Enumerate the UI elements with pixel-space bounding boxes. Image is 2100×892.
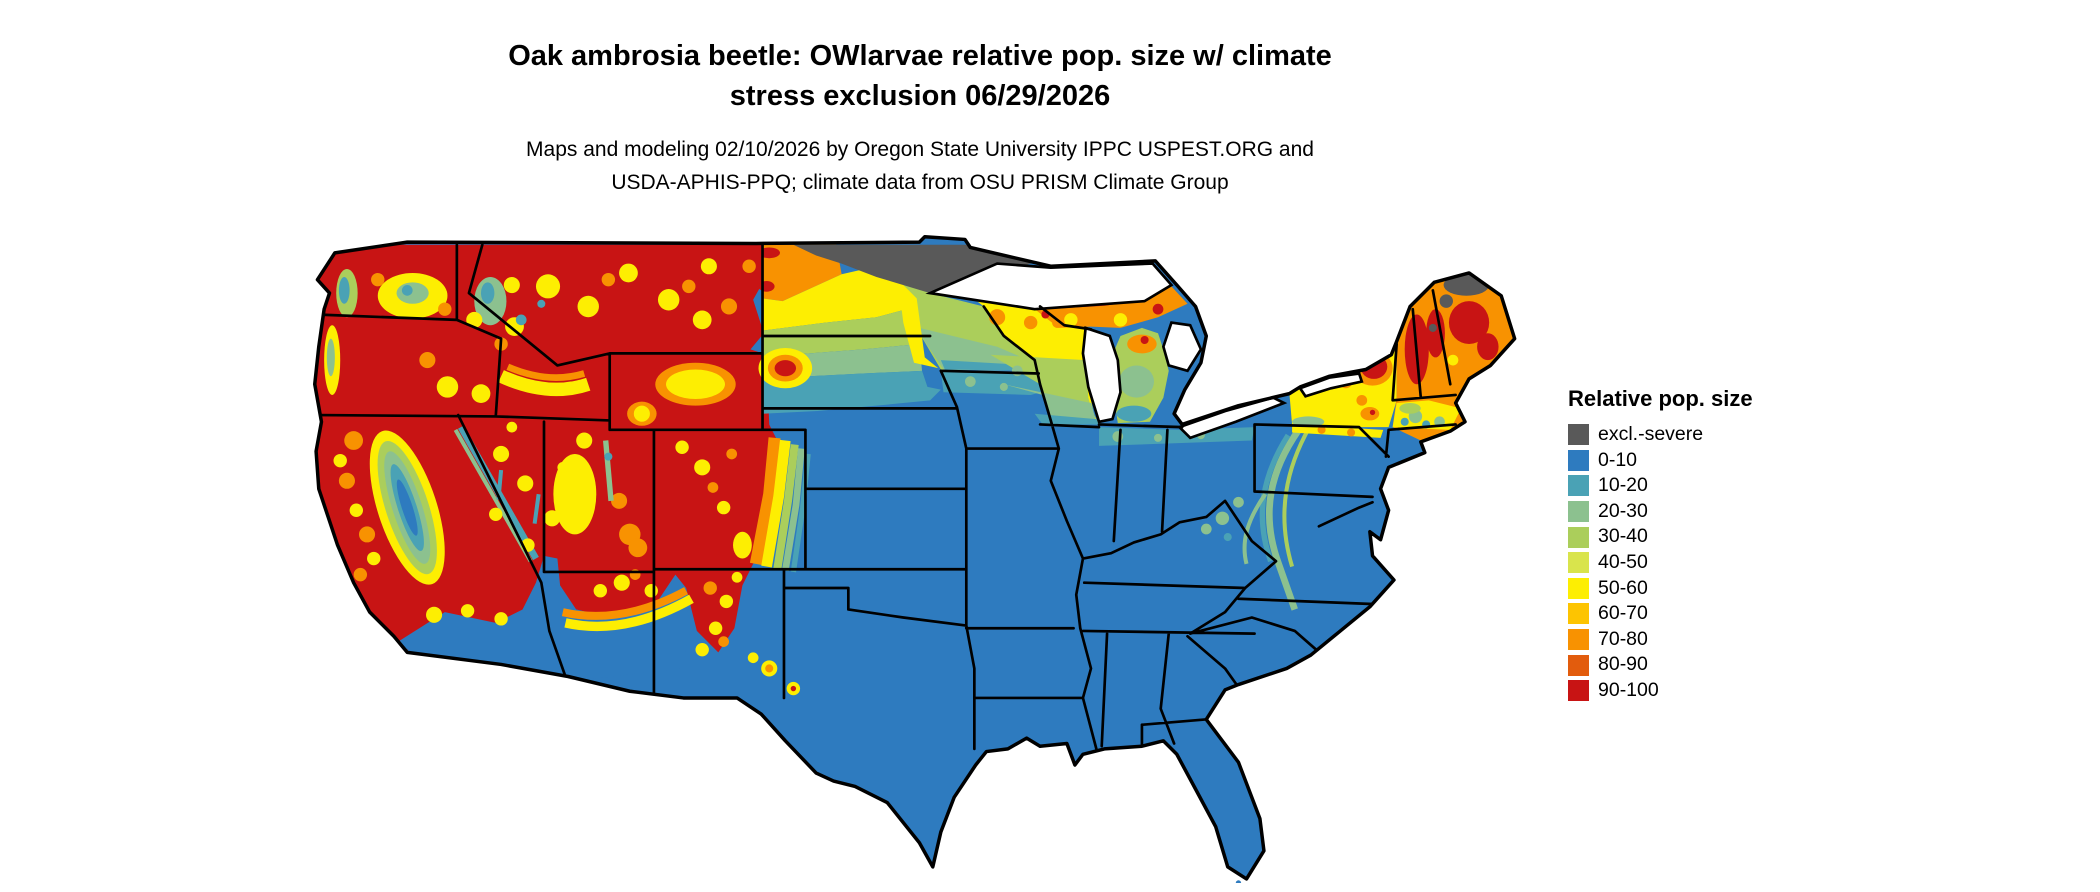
legend-label: 40-50	[1598, 551, 1648, 574]
legend-label: 80-90	[1598, 653, 1648, 676]
map-credits: Maps and modeling 02/10/2026 by Oregon S…	[260, 134, 1580, 199]
legend-swatch	[1568, 449, 1589, 471]
legend-label: 60-70	[1598, 602, 1648, 625]
legend-item: 10-20	[1568, 473, 1828, 499]
title-line-2: stress exclusion 06/29/2026	[729, 79, 1111, 112]
legend-label: 30-40	[1598, 525, 1648, 548]
legend-swatch	[1568, 526, 1589, 548]
great-lakes	[925, 262, 1364, 440]
legend-label: 10-20	[1598, 474, 1648, 497]
map-raster-layers	[314, 236, 1515, 879]
state-borders	[314, 243, 1457, 751]
us-map-svg	[313, 235, 1517, 883]
legend-swatch	[1568, 577, 1589, 599]
legend-item: 50-60	[1568, 576, 1828, 602]
legend-label: 50-60	[1598, 576, 1648, 599]
map-legend: Relative pop. size excl.-severe 0-10 10-20…	[1568, 386, 1828, 704]
legend-swatch	[1568, 501, 1589, 523]
legend-item: 80-90	[1568, 652, 1828, 678]
legend-item: 60-70	[1568, 601, 1828, 627]
legend-label: 90-100	[1598, 678, 1659, 701]
legend-swatch	[1568, 475, 1589, 497]
legend-label: 70-80	[1598, 627, 1648, 650]
legend-items: excl.-severe 0-10 10-20 20-30 30-40 40-50 50-6…	[1568, 422, 1828, 704]
subtitle-line-2: USDA-APHIS-PPQ; climate data from OSU PR…	[611, 170, 1229, 194]
legend-swatch	[1568, 654, 1589, 676]
subtitle-line-1: Maps and modeling 02/10/2026 by Oregon S…	[526, 138, 1314, 161]
legend-label: 20-30	[1598, 499, 1648, 522]
legend-item: 30-40	[1568, 524, 1828, 550]
us-map	[300, 226, 1520, 883]
page-title: Oak ambrosia beetle: OWlarvae relative p…	[260, 37, 1580, 115]
legend-swatch	[1568, 603, 1589, 625]
florida-keys-dot	[1235, 880, 1242, 883]
legend-swatch	[1568, 424, 1589, 446]
legend-item: 40-50	[1568, 550, 1828, 576]
legend-item: 0-10	[1568, 448, 1828, 474]
legend-title: Relative pop. size	[1568, 386, 1753, 411]
legend-swatch	[1568, 629, 1589, 651]
legend-label: 0-10	[1598, 448, 1638, 471]
legend-swatch	[1568, 552, 1589, 574]
legend-label: excl.-severe	[1598, 423, 1704, 446]
legend-item: 70-80	[1568, 627, 1828, 653]
legend-item: excl.-severe	[1568, 422, 1828, 448]
title-line-1: Oak ambrosia beetle: OWlarvae relative p…	[508, 40, 1332, 73]
legend-item: 90-100	[1568, 678, 1828, 704]
us-outline	[313, 235, 1517, 881]
legend-item: 20-30	[1568, 499, 1828, 525]
legend-swatch	[1568, 680, 1589, 702]
